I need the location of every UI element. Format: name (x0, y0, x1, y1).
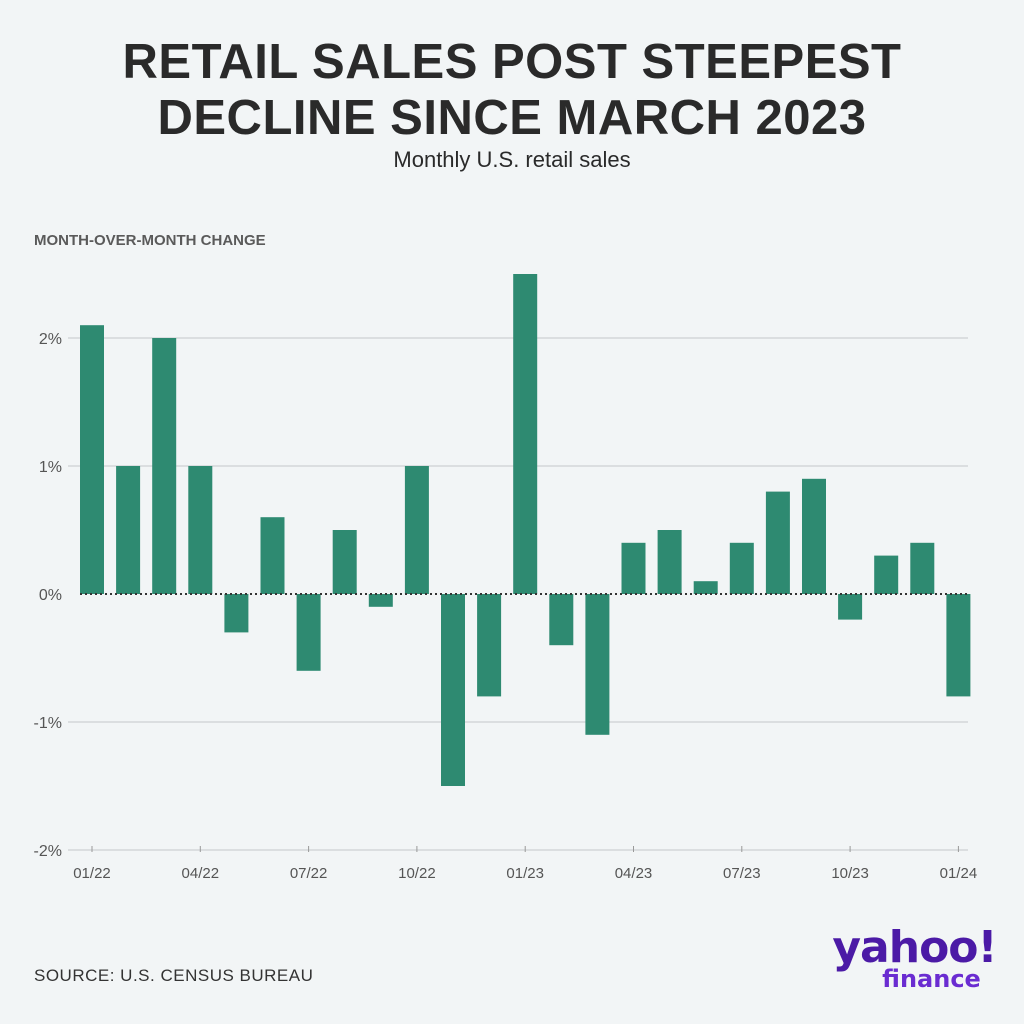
y-tick-label: -2% (34, 843, 62, 860)
bar (441, 594, 465, 786)
bar (477, 594, 502, 697)
x-tick-label: 10/22 (398, 865, 436, 882)
bar (188, 466, 213, 594)
bar (802, 478, 826, 594)
bar (621, 542, 646, 594)
x-tick-label: 01/24 (940, 865, 978, 882)
bar (729, 542, 754, 594)
bar (657, 530, 682, 594)
x-tick-label: 01/23 (506, 865, 544, 882)
y-tick-label: 2% (39, 331, 62, 348)
y-tick-label: 0% (39, 587, 62, 604)
x-tick-label: 10/23 (831, 865, 869, 882)
bar (332, 530, 357, 594)
bar (80, 325, 104, 594)
bar (513, 274, 538, 594)
bar (549, 594, 574, 646)
bar (838, 594, 863, 620)
bar (152, 338, 177, 594)
logo-brand: yahoo! (832, 922, 997, 973)
x-tick-label: 07/22 (290, 865, 328, 882)
bar (693, 581, 718, 594)
chart-subtitle: Monthly U.S. retail sales (393, 147, 631, 172)
bar (404, 466, 429, 594)
bar (296, 594, 321, 671)
chart-title-line-2: DECLINE SINCE MARCH 2023 (157, 91, 867, 145)
y-tick-label: -1% (34, 715, 62, 732)
y-tick-label: 1% (39, 459, 62, 476)
bar (368, 594, 393, 607)
bar (765, 491, 790, 594)
x-tick-label: 07/23 (723, 865, 761, 882)
y-axis-label: MONTH-OVER-MONTH CHANGE (34, 232, 266, 249)
chart-title-line-1: RETAIL SALES POST STEEPEST (122, 35, 902, 89)
bar (910, 542, 935, 594)
bar (874, 555, 899, 594)
bar (946, 594, 971, 697)
source-note: SOURCE: U.S. CENSUS BUREAU (34, 966, 314, 985)
x-tick-label: 01/22 (73, 865, 111, 882)
bar (585, 594, 610, 735)
logo-product: finance (882, 965, 981, 993)
bar (260, 517, 285, 594)
bar (116, 466, 141, 594)
chart-title: RETAIL SALES POST STEEPEST DECLINE SINCE… (0, 34, 1024, 146)
yahoo-finance-logo: yahoo! finance (832, 922, 997, 993)
x-tick-label: 04/22 (182, 865, 220, 882)
x-tick-label: 04/23 (615, 865, 653, 882)
bar (224, 594, 249, 633)
